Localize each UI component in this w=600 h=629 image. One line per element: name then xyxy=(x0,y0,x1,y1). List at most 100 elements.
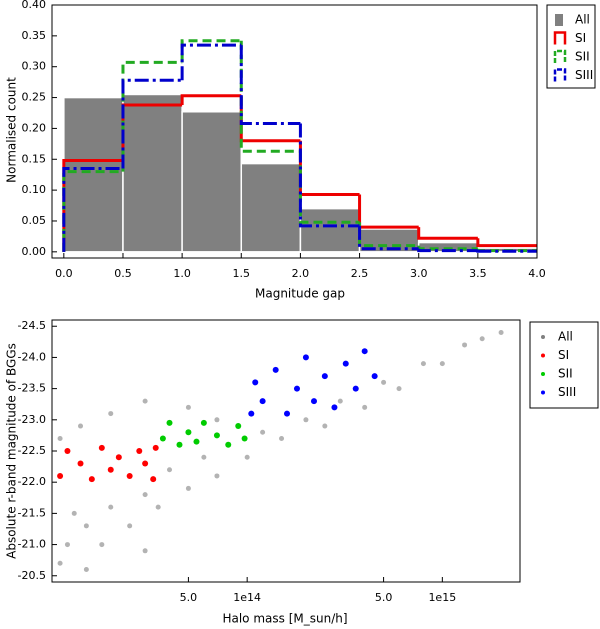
y-tick-label: 0.00 xyxy=(22,245,47,258)
x-tick-label: 2.0 xyxy=(292,267,310,280)
bar xyxy=(240,162,302,253)
legend-marker xyxy=(541,372,545,376)
scatter-point xyxy=(71,510,77,516)
step-line xyxy=(239,45,301,125)
scatter-point xyxy=(88,476,95,483)
y-tick-label: -23.5 xyxy=(18,382,46,395)
scatter-point xyxy=(57,472,64,479)
scatter-point xyxy=(57,436,63,442)
scatter-point xyxy=(136,448,143,454)
legend: All SI SII SIII xyxy=(529,321,599,409)
bar xyxy=(181,111,243,253)
scatter-point xyxy=(260,429,266,435)
scatter-point xyxy=(462,342,468,348)
chart-scatter: 5.0 1e14 5.0 1e15 -24.5 -24.0 -23.5 -23.0 -22.5 -… xyxy=(5,319,599,626)
scatter-point xyxy=(193,438,200,445)
y-tick-label: -23.0 xyxy=(18,413,46,426)
scatter-point xyxy=(293,385,300,392)
y-axis-label: Absolute r-band magnitude of BGGs xyxy=(5,343,19,559)
scatter-point xyxy=(302,354,309,361)
scatter-point xyxy=(342,360,349,367)
legend-marker xyxy=(553,31,567,45)
legend-marker xyxy=(553,49,567,63)
legend-label: SIII xyxy=(558,385,576,399)
scatter-point xyxy=(77,460,84,467)
scatter-point xyxy=(115,454,122,461)
step-line xyxy=(62,167,123,252)
x-tick-label: 1.0 xyxy=(173,267,191,280)
x-tick-label: 2.5 xyxy=(351,267,369,280)
scatter-point xyxy=(152,444,159,451)
scatter-point xyxy=(272,366,279,373)
y-tick-label: 0.25 xyxy=(22,91,47,104)
legend-label: All xyxy=(558,330,573,344)
scatter-point xyxy=(420,361,426,367)
legend-label: SI xyxy=(558,348,569,362)
step-line xyxy=(298,140,360,196)
legend-label: SII xyxy=(575,50,590,64)
chart-histogram: 0.0 0.5 1.0 1.5 2.0 2.5 3.0 3.5 4.0 0.00 0.05 0.10 0… xyxy=(5,0,596,301)
step-line xyxy=(239,95,301,143)
scatter-point xyxy=(371,373,378,380)
legend-marker xyxy=(541,353,545,358)
bar xyxy=(122,93,183,253)
scatter-point xyxy=(303,417,309,423)
scatter-point xyxy=(166,419,173,426)
scatter-point xyxy=(201,454,207,460)
scatter-point xyxy=(252,379,259,386)
y-tick-label: -22.5 xyxy=(18,444,46,457)
scatter-point xyxy=(322,423,328,429)
scatter-point xyxy=(321,373,328,380)
scatter-point xyxy=(213,432,220,439)
scatter-point xyxy=(150,476,157,483)
y-tick-label: -20.5 xyxy=(18,569,46,582)
step-line xyxy=(62,170,123,252)
scatter-point xyxy=(185,485,191,491)
axes-frame xyxy=(51,319,521,583)
x-tick-label: 5.0 xyxy=(375,591,393,604)
scatter-point xyxy=(310,398,317,405)
step-line xyxy=(298,123,360,228)
bar xyxy=(299,207,361,253)
scatter-point xyxy=(362,404,368,410)
scatter-point xyxy=(142,492,148,498)
scatter-point xyxy=(142,460,149,467)
y-tick-label: 0.30 xyxy=(22,60,47,73)
scatter-point xyxy=(225,441,232,448)
scatter-point xyxy=(167,467,173,473)
scatter-point xyxy=(107,466,114,473)
scatter-point xyxy=(331,404,338,411)
step-line xyxy=(417,248,478,253)
scatter-point xyxy=(127,523,133,529)
scatter-point xyxy=(185,404,191,410)
x-tick-label: 1.5 xyxy=(233,267,251,280)
legend: All SI SII SIII xyxy=(546,4,596,89)
x-tick-label: 5.0 xyxy=(180,591,198,604)
step-line xyxy=(358,225,419,251)
x-tick-label: 1e15 xyxy=(428,591,456,604)
scatter-point xyxy=(99,542,105,548)
scatter-point xyxy=(214,417,220,423)
scatter-point xyxy=(126,472,133,479)
y-axis-label: Normalised count xyxy=(5,77,19,183)
scatter-point xyxy=(214,473,220,479)
scatter-point xyxy=(479,336,485,342)
x-tick-label: 3.5 xyxy=(469,267,487,280)
scatter-point xyxy=(396,386,402,392)
scatter-point xyxy=(57,560,63,566)
x-tick-label: 3.0 xyxy=(410,267,428,280)
legend-label: SI xyxy=(575,31,586,45)
legend-label: SII xyxy=(558,367,573,381)
x-tick-label: 0.5 xyxy=(114,267,132,280)
x-tick-label: 4.0 xyxy=(528,267,546,280)
scatter-point xyxy=(176,441,183,448)
y-tick-label: 0.40 xyxy=(22,0,47,11)
y-tick-label: -24.0 xyxy=(18,350,46,363)
scatter-point xyxy=(439,361,445,367)
step-line xyxy=(180,94,242,105)
y-tick-label: -21.5 xyxy=(18,506,46,519)
y-tick-label: -21.0 xyxy=(18,538,46,551)
legend-label: SIII xyxy=(575,68,593,82)
scatter-point xyxy=(235,423,242,430)
scatter-point xyxy=(337,398,343,404)
